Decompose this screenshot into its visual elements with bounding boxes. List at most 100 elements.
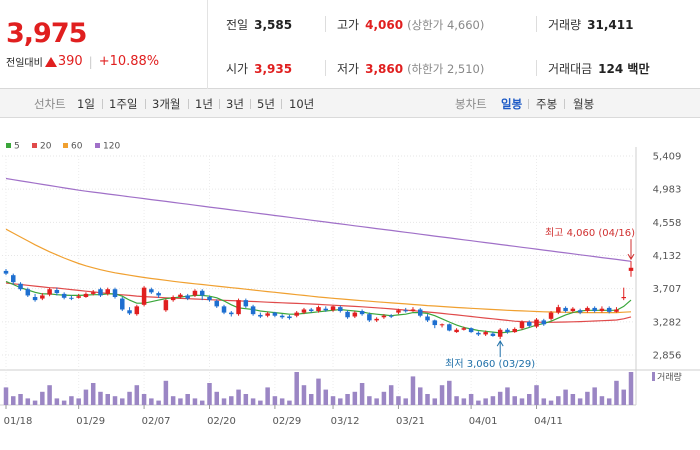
x-tick-label: 02/20 [207,416,236,427]
volume-bar [439,385,445,405]
volume-bar [308,394,314,405]
candle-body [11,275,16,283]
candle-body [338,307,343,312]
candle-body [468,328,474,333]
x-tick-label: 04/11 [534,416,563,427]
candle-body [301,309,307,313]
candle-body [61,293,67,298]
volume-bar [11,396,16,405]
candle-monthly[interactable]: 월봉 [573,97,595,111]
candle-body [105,289,110,294]
candle-body [512,328,517,333]
volume-bar [90,383,96,405]
volume-bar [163,380,169,405]
candle-body [599,308,605,312]
grid [0,147,700,406]
x-tick-label: 04/01 [469,416,498,427]
period-5y[interactable]: 5년 [257,97,275,111]
volume-bar [236,389,241,405]
candle-body [279,315,285,318]
high-arrow-head [627,253,635,261]
up-triangle-icon [44,56,57,67]
candle-body [32,297,38,301]
candle-body [258,314,263,317]
volume-bar [374,398,379,405]
candle-body [614,309,619,312]
candle-body [120,298,125,310]
x-axis: 01/18 01/29 02/07 02/20 02/29 03/12 03/21 04/01… [4,405,563,427]
candle-body [323,308,329,311]
candle-body [454,329,459,333]
amount-value: 124 백만 [598,62,650,76]
volume-bar [345,394,350,405]
y-tick-label: 4,558 [653,218,682,229]
candle-body [149,289,154,293]
volume-bars [3,372,634,405]
candle-body [461,328,467,330]
period-10y[interactable]: 10년 [289,97,315,111]
candle-body [410,309,416,312]
candle-body [403,310,408,312]
candle-body [497,329,503,337]
period-1w[interactable]: 1주일 [109,97,138,111]
x-tick-label: 02/07 [142,416,171,427]
volume-bar [585,391,590,405]
volume-bar [120,398,125,405]
candle-body [359,311,365,315]
candle-body [447,324,452,331]
candle-body [47,289,52,295]
low-label: 저가 [337,62,360,76]
volume-bar [229,396,234,405]
volume-bar [338,398,343,405]
candle-body [541,320,547,325]
volume-bar [69,396,74,405]
volume-bar [156,400,161,405]
low-value: 3,860 [365,62,404,76]
volume-bar [32,400,38,405]
volume-bar [577,398,583,405]
volume-bar [98,391,103,405]
change-value: 390 [57,54,83,69]
volume-bar [265,387,270,405]
volume-bar [541,398,547,405]
volume-legend-label: 거래량 [657,371,682,383]
y-tick-label: 2,856 [653,351,682,362]
candle-body [90,292,96,294]
candle-body [577,310,583,313]
candle-body [606,307,612,312]
volume-bar [272,396,278,405]
candle-weekly[interactable]: 주봉 [536,97,558,111]
x-tick-label: 03/12 [331,416,360,427]
volume-bar [570,394,576,405]
volume-bar [410,376,416,405]
volume-bar [359,383,365,405]
x-tick-label: 01/18 [4,416,33,427]
line-chart-label: 선차트 [34,97,66,111]
volume-bar [40,391,45,405]
divider [528,99,529,109]
divider [219,99,220,109]
volume-bar [447,380,452,405]
volume-bar [592,387,597,405]
divider [250,99,251,109]
period-1d[interactable]: 1일 [77,97,95,111]
divider [536,16,537,32]
volume-bar [621,389,626,405]
volume-bar [606,398,612,405]
volume-bar [185,394,190,405]
candle-daily[interactable]: 일봉 [501,97,523,111]
volume-bar [483,398,488,405]
candle-body [519,321,525,329]
candle-body [628,267,634,271]
legend-label-ma5: 5 [14,142,20,152]
volume-bar [294,372,299,405]
period-3y[interactable]: 3년 [226,97,244,111]
period-3m[interactable]: 3개월 [152,97,181,111]
candle-body [505,329,510,333]
candle-body [127,310,132,314]
chart-toolbar: 선차트 1일 1주일 3개월 1년 3년 5년 10년 봉차트 일봉 주봉 월봉 [0,89,700,118]
candle-body [54,289,60,294]
change-row: 전일대비 390 | +10.88% [6,54,159,69]
candle-body [69,297,74,299]
period-1y[interactable]: 1년 [195,97,213,111]
